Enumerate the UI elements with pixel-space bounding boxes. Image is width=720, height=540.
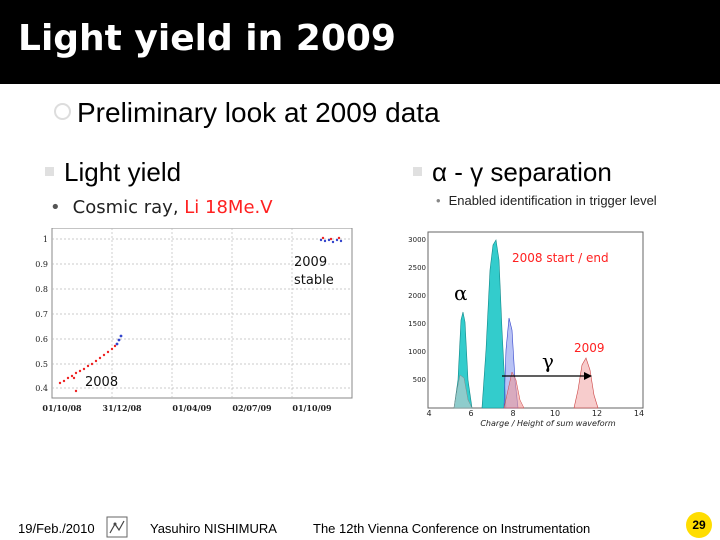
- gamma-peak-2009: [573, 357, 599, 409]
- circle-bullet-icon: [54, 103, 71, 121]
- separation-heading: α - γ separation: [413, 157, 612, 188]
- hist-xtick: 6: [468, 409, 473, 418]
- ly-ytick: 0.8: [35, 285, 48, 294]
- label-2009: 2009: [574, 341, 605, 355]
- alpha-symbol: α: [432, 157, 448, 187]
- annotation-stable: stable: [294, 273, 334, 288]
- hist-ytick: 1000: [408, 348, 426, 356]
- hist-ytick: 500: [413, 376, 426, 384]
- hist-xlabel: Charge / Height of sum waveform: [480, 419, 616, 428]
- ly-xtick: 01/10/09: [292, 403, 332, 413]
- hist-ytick: 3000: [408, 236, 426, 244]
- page-number-badge: 29: [686, 512, 712, 538]
- gray-peak: [453, 374, 473, 409]
- separation-text: separation: [490, 157, 612, 187]
- square-bullet-icon: [413, 166, 422, 176]
- cosmic-ray-bullet: • Cosmic ray, Li 18Me.V: [50, 197, 273, 218]
- gamma-label: γ: [542, 349, 554, 373]
- hist-xtick: 10: [550, 409, 560, 418]
- hist-ytick: 1500: [408, 320, 426, 328]
- ly-xtick: 01/10/08: [42, 403, 82, 413]
- li-energy-text: Li 18Me.V: [184, 197, 273, 218]
- hist-ytick: 2500: [408, 264, 426, 272]
- hist-ytick: 2000: [408, 292, 426, 300]
- ly-ytick: 0.9: [35, 260, 48, 269]
- annotation-2009: 2009: [294, 255, 327, 270]
- gamma-symbol: γ: [470, 157, 484, 187]
- hist-xtick: 4: [426, 409, 431, 418]
- footer-conference: The 12th Vienna Conference on Instrument…: [313, 521, 591, 536]
- footer-date: 19/Feb./2010: [18, 521, 95, 536]
- institution-logo-icon: [106, 516, 128, 538]
- ly-xtick: 01/04/09: [172, 403, 212, 413]
- light-yield-plot: 1 0.9 0.8 0.7 0.6 0.5 0.4 01/10/08 31/12…: [35, 228, 353, 413]
- square-bullet-icon: [45, 166, 54, 176]
- hist-xtick: 8: [510, 409, 515, 418]
- subtitle: Preliminary look at 2009 data: [54, 97, 440, 129]
- footer-author: Yasuhiro NISHIMURA: [150, 521, 277, 536]
- trigger-bullet: • Enabled identification in trigger level: [436, 193, 657, 208]
- ly-ytick: 1: [43, 235, 48, 244]
- ly-xtick: 31/12/08: [102, 403, 142, 413]
- hist-xtick: 14: [634, 409, 644, 418]
- dot-bullet-icon: •: [436, 193, 441, 208]
- dash-symbol: -: [454, 157, 463, 187]
- dot-bullet-icon: •: [50, 197, 61, 218]
- ly-2009-points: [319, 238, 343, 244]
- light-yield-plot-frame: [51, 228, 353, 399]
- light-yield-grid: [52, 228, 352, 398]
- ly-ytick: 0.7: [35, 310, 48, 319]
- histogram-plot: 3000 2500 2000 1500 1000 500 4 6 8 10 12…: [408, 231, 644, 428]
- label-2008-start-end: 2008 start / end: [512, 251, 609, 265]
- ly-ytick: 0.6: [35, 335, 48, 344]
- annotation-2008: 2008: [85, 375, 118, 390]
- ly-xtick: 02/07/09: [232, 403, 272, 413]
- red-peak-2009-low: [503, 371, 525, 409]
- slide-title: Light yield in 2009: [18, 18, 396, 59]
- alpha-label: α: [454, 281, 468, 305]
- ly-2009-red-points: [321, 236, 341, 241]
- cosmic-ray-text: Cosmic ray,: [72, 197, 179, 218]
- trigger-text: Enabled identification in trigger level: [448, 193, 657, 208]
- light-yield-heading-text: Light yield: [64, 157, 182, 187]
- light-yield-heading: Light yield: [45, 157, 181, 188]
- ly-ytick: 0.4: [35, 384, 48, 393]
- ly-2008-blue-points: [115, 334, 123, 346]
- ly-2008-points: [58, 344, 117, 393]
- shift-arrow-head: [584, 372, 592, 380]
- title-bar: [0, 0, 720, 84]
- ly-ytick: 0.5: [35, 360, 48, 369]
- subtitle-text: Preliminary look at 2009 data: [77, 97, 440, 128]
- hist-xtick: 12: [592, 409, 602, 418]
